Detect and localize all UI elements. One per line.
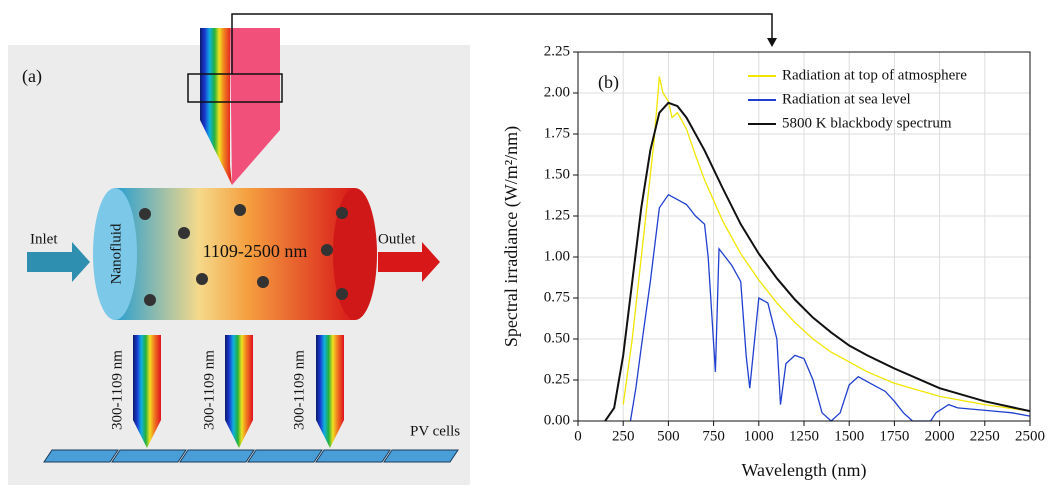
y-tick-label: 2.00 xyxy=(544,84,570,100)
y-tick-label: 1.50 xyxy=(544,166,570,182)
y-axis-label: Spectral irradiance (W/m²/nm) xyxy=(501,126,522,347)
particles xyxy=(139,204,348,306)
pv-band-label: 300-1109 nm xyxy=(109,350,125,430)
y-tick-label: 2.25 xyxy=(544,43,570,59)
series-line xyxy=(604,101,1031,422)
y-tick-label: 1.00 xyxy=(544,248,570,264)
pv-band-label: 300-1109 nm xyxy=(201,350,217,430)
x-axis-label: Wavelength (nm) xyxy=(741,460,866,481)
inlet-arrow xyxy=(27,242,90,282)
focus-box xyxy=(187,73,283,103)
legend-label: 5800 K blackbody spectrum xyxy=(782,115,952,131)
x-tick-label: 750 xyxy=(702,428,725,444)
pipe-inlet-face xyxy=(93,188,137,320)
ir-prism xyxy=(230,28,280,185)
outlet-label: Outlet xyxy=(378,231,416,247)
legend-label: Radiation at top of atmosphere xyxy=(782,67,967,83)
connector xyxy=(231,13,773,74)
x-tick-label: 250 xyxy=(612,428,635,444)
panel-label: (a) xyxy=(22,66,42,87)
panel-label: (b) xyxy=(598,72,619,93)
y-tick-label: 0.00 xyxy=(544,412,570,428)
y-tick-label: 0.25 xyxy=(544,371,570,387)
x-tick-label: 1250 xyxy=(789,428,819,444)
x-tick-label: 1000 xyxy=(744,428,774,444)
outlet-arrow xyxy=(378,242,440,282)
x-tick-label: 1500 xyxy=(834,428,864,444)
spectrum-prism xyxy=(200,28,232,185)
x-tick-label: 2000 xyxy=(925,428,955,444)
x-tick-label: 500 xyxy=(657,428,680,444)
fluid-label: Nanofluid xyxy=(108,223,124,284)
x-tick-label: 2250 xyxy=(970,428,1000,444)
y-tick-label: 1.75 xyxy=(544,125,570,141)
pv-cells xyxy=(43,449,459,463)
pv-band-label: 300-1109 nm xyxy=(291,350,307,430)
pv-label: PV cells xyxy=(410,423,460,439)
legend-label: Radiation at sea level xyxy=(782,91,911,107)
y-tick-label: 0.75 xyxy=(544,289,570,305)
plot-frame xyxy=(577,51,1031,422)
x-tick-label: 0 xyxy=(574,428,582,444)
y-tick-label: 1.25 xyxy=(544,207,570,223)
y-tick-label: 0.50 xyxy=(544,330,570,346)
pv-prisms xyxy=(133,335,344,448)
x-tick-label: 2500 xyxy=(1015,428,1045,444)
x-tick-label: 1750 xyxy=(879,428,909,444)
band-label: 1109-2500 nm xyxy=(203,241,308,261)
chart: 0.00 0.25 0.50 0.75 1.00 1.25 1.50 1.75 2.00 2.25… xyxy=(501,43,1045,481)
connector-arrow xyxy=(767,38,777,47)
inlet-label: Inlet xyxy=(30,231,58,247)
pipe-end xyxy=(333,188,377,320)
